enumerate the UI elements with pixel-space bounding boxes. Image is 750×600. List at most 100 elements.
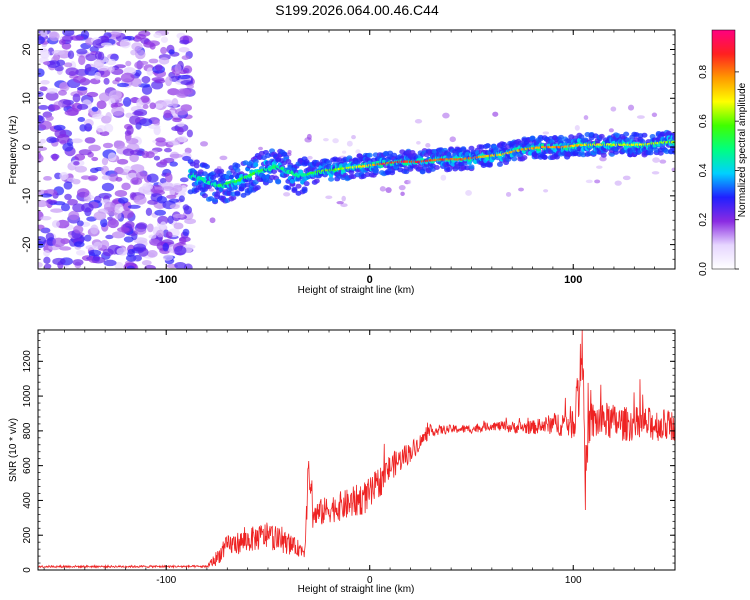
spectrogram-cell: [85, 53, 97, 62]
spectrogram-cell: [116, 247, 129, 256]
spectrogram-cell: [103, 201, 116, 212]
spectrogram-cell: [99, 131, 110, 137]
spectrogram-cell: [154, 209, 166, 216]
spectrogram-cell: [83, 234, 92, 242]
spectrogram-cell: [74, 153, 86, 161]
spectrogram-cell: [172, 213, 185, 219]
spectrogram-cell: [88, 144, 101, 152]
snr-ytick-label: 1000: [22, 385, 33, 408]
spectrogram-cell: [341, 195, 346, 202]
spectrogram-cell: [295, 183, 302, 189]
spectrogram-frame: [37, 29, 676, 270]
spectrogram-cell: [56, 133, 70, 144]
spectrogram-cell: [120, 72, 135, 83]
spectrogram-cell: [627, 104, 635, 111]
spectrogram-cell: [80, 175, 91, 180]
spectrogram-cell: [71, 138, 83, 144]
spectrogram-cell: [303, 159, 310, 165]
spectrogram-cell: [147, 249, 158, 258]
spectrogram-ytick-label: 10: [21, 92, 33, 104]
spectrogram-cell: [58, 89, 67, 96]
spectrogram-cell: [201, 171, 208, 177]
spectrogram-cell: [77, 117, 86, 122]
spectrogram-cell: [129, 153, 139, 163]
spectrogram-cell: [92, 113, 105, 120]
spectrogram-cell: [574, 125, 580, 131]
spectrogram-cell: [51, 220, 60, 228]
spectrogram-cell: [96, 100, 107, 110]
spectrogram-cell: [142, 182, 154, 191]
spectrogram-cell: [38, 91, 44, 97]
spectrogram-cell: [182, 228, 190, 237]
spectrogram-cell: [60, 203, 71, 212]
spectrogram-cell: [163, 109, 172, 119]
spectrogram-cell: [73, 161, 80, 166]
spectrogram-cell: [141, 76, 151, 84]
spectrogram-cell: [59, 171, 69, 181]
snr-xtick-label: 100: [565, 575, 582, 586]
spectrogram-cell: [168, 198, 180, 203]
spectrogram-cell: [78, 55, 86, 66]
spectrogram-cell: [224, 174, 230, 180]
spectrogram-cell: [160, 36, 168, 43]
spectrogram-cell: [38, 142, 43, 147]
spectrogram-cell: [64, 193, 72, 201]
spectrogram-cell: [125, 60, 132, 67]
spectrogram-cell: [177, 74, 191, 80]
spectrogram-cell: [59, 82, 68, 90]
spectrogram-cell: [67, 198, 78, 206]
snr-ytick-label: 0: [22, 567, 33, 573]
spectrogram-cell: [101, 175, 111, 180]
spectrogram-cell: [135, 49, 146, 60]
spectrogram-cell: [140, 95, 150, 103]
spectrogram-cell: [186, 84, 194, 89]
colorbar-tick-label: 0.6: [698, 114, 709, 128]
spectrogram-cell: [154, 64, 163, 71]
spectrogram-cell: [132, 110, 144, 116]
spectrogram-cell: [72, 259, 84, 266]
snr-ytick-label: 1200: [22, 350, 33, 373]
spectrogram-cell: [40, 193, 53, 198]
colorbar: 0.0 0.2 0.4 0.6 0.8 Normalized spectral ampl…: [698, 29, 748, 276]
spectrogram-cell: [40, 79, 50, 85]
spectrogram-cell: [158, 57, 170, 65]
spectrogram-cell: [156, 229, 165, 238]
spectrogram-cell: [252, 158, 259, 164]
spectrogram-cell: [59, 246, 72, 251]
spectrogram-cell: [108, 89, 122, 100]
snr-ytick-label: 800: [22, 422, 33, 439]
spectrogram-cell: [72, 93, 81, 103]
spectrogram-cell: [205, 184, 212, 190]
spectrogram-cell: [109, 217, 117, 226]
spectrogram-cell: [67, 50, 75, 60]
spectrogram-cell: [149, 102, 157, 110]
spectrogram-cell: [328, 176, 335, 182]
spectrogram-cell: [146, 173, 159, 183]
spectrogram-cell: [154, 79, 166, 84]
spectrogram-cell: [659, 159, 667, 164]
spectrogram-cell: [38, 199, 48, 208]
spectrogram-cell: [105, 111, 112, 122]
spectrogram-cell: [40, 227, 51, 234]
spectrogram-cell: [107, 152, 117, 162]
spectrogram-cell: [219, 155, 228, 161]
spectrogram-cell: [73, 241, 85, 248]
spectrogram-cell: [139, 118, 153, 127]
spectrogram-cell: [203, 164, 210, 170]
spectrogram-ytick-label: 20: [21, 43, 33, 55]
spectrogram-cell: [169, 161, 178, 167]
spectrogram-cell: [271, 168, 278, 174]
spectrogram-cell: [148, 238, 160, 246]
spectrogram-cell: [125, 254, 137, 262]
spectrogram-cell: [100, 42, 113, 47]
spectrogram-cell: [529, 135, 536, 141]
spectrogram-cell: [56, 59, 66, 66]
spectrogram-cell: [51, 153, 59, 162]
spectrogram-cell: [657, 150, 664, 156]
spectrogram-cell: [111, 231, 126, 239]
spectrogram-cell: [160, 46, 168, 55]
spectrogram-cell: [130, 49, 137, 56]
spectrogram-cell: [407, 179, 412, 185]
spectrogram-cell: [612, 149, 619, 155]
spectrogram-cell: [641, 132, 648, 138]
